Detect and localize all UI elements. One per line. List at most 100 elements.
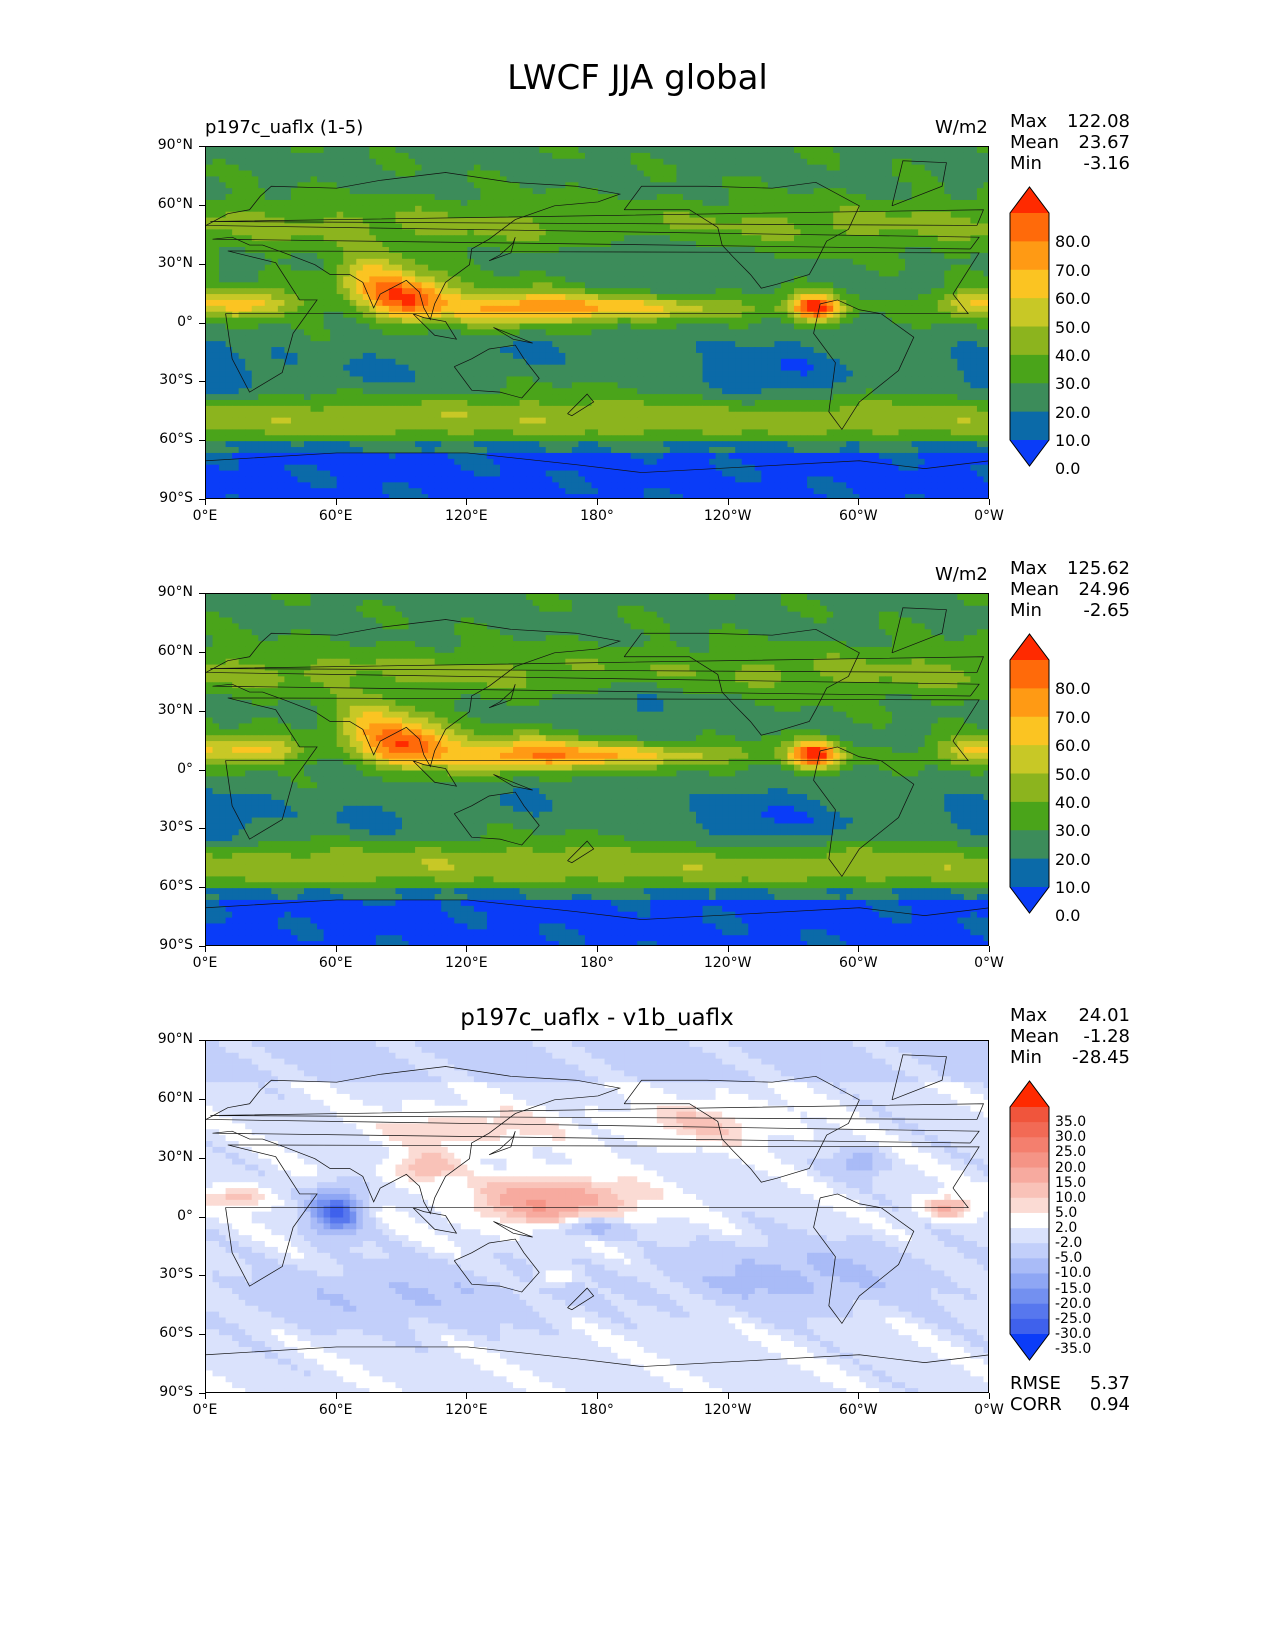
coastline (488, 237, 516, 262)
coastline (412, 760, 458, 787)
colorbar-segment (1010, 269, 1049, 299)
colorbar-segment (1010, 858, 1049, 888)
coastline (206, 452, 988, 473)
stat-max-value: 125.62 (1050, 558, 1130, 579)
metric-corr-label: CORR (1010, 1394, 1062, 1415)
y-tick-mark (199, 322, 205, 324)
colorbar-segment (1010, 1212, 1049, 1229)
colorbar-tick-label: 40.0 (1055, 793, 1091, 812)
colorbar-tick-label: 60.0 (1055, 289, 1091, 308)
stat-mean-label: Mean (1010, 1026, 1059, 1047)
x-tick-mark (597, 499, 598, 505)
colorbar-outline (1009, 1080, 1050, 1361)
coastline (623, 1075, 860, 1183)
x-tick-label: 0°W (949, 508, 1029, 524)
colorbar-segment (1010, 1167, 1049, 1184)
x-tick-mark (727, 1393, 729, 1399)
coastline (891, 160, 947, 207)
colorbar-segment (1010, 1243, 1049, 1259)
coastline (206, 1346, 988, 1367)
x-tick-mark (989, 946, 990, 952)
x-tick-label: 0°E (165, 1402, 245, 1418)
colorbar-tick-label: -2.0 (1055, 1235, 1082, 1251)
y-tick-mark (199, 946, 205, 947)
coastline (623, 181, 860, 289)
y-tick-mark (199, 1334, 205, 1336)
metric-rmse-label: RMSE (1010, 1373, 1061, 1394)
colorbar-tick-label: 2.0 (1055, 1220, 1077, 1236)
colorbar-tick-label: 70.0 (1055, 261, 1091, 280)
colorbar-segment (1010, 1258, 1049, 1274)
panel-title-left: p197c_uaflx (1-5) (205, 117, 363, 138)
stat-mean-value: 23.67 (1050, 132, 1130, 153)
y-tick-label: 0° (133, 761, 193, 777)
panel-title-center: p197c_uaflx - v1b_uaflx (187, 1005, 1007, 1031)
y-tick-label: 30°S (133, 819, 193, 835)
colorbar-segment (1010, 326, 1049, 356)
colorbar-tick-label: 70.0 (1055, 708, 1091, 727)
figure-title: LWCF JJA global (0, 58, 1275, 98)
stat-min-label: Min (1010, 1047, 1042, 1068)
x-tick-label: 60°E (296, 508, 376, 524)
colorbar-extend-top (1010, 187, 1049, 213)
y-tick-mark (199, 1098, 205, 1100)
coastline (453, 791, 540, 846)
colorbar-tick-label: 60.0 (1055, 736, 1091, 755)
colorbar-segment (1010, 1137, 1049, 1153)
colorbar-outline (1009, 186, 1050, 467)
units-label: W/m2 (935, 564, 988, 585)
colorbar-tick-label: -30.0 (1055, 1326, 1091, 1342)
colorbar-segment (1010, 354, 1049, 384)
coastline (493, 327, 533, 344)
y-tick-label: 90°S (133, 1384, 193, 1400)
stat-mean-value: -1.28 (1050, 1026, 1130, 1047)
x-tick-mark (989, 1393, 990, 1399)
stat-min-value: -3.16 (1050, 153, 1130, 174)
colorbar-segment (1010, 1197, 1049, 1214)
coastline (453, 344, 540, 399)
y-tick-label: 60°S (133, 431, 193, 447)
y-tick-mark (199, 1157, 205, 1159)
y-tick-mark (199, 499, 205, 500)
coastline (412, 313, 458, 340)
x-tick-label: 120°E (426, 508, 506, 524)
stat-min-value: -28.45 (1050, 1047, 1130, 1068)
x-tick-label: 120°E (426, 1402, 506, 1418)
x-tick-mark (335, 499, 337, 505)
colorbar-segment (1010, 1303, 1049, 1320)
colorbar-tick-label: -5.0 (1055, 1250, 1082, 1266)
coastline (453, 1238, 540, 1293)
y-tick-label: 0° (133, 1208, 193, 1224)
y-tick-mark (199, 1040, 205, 1041)
x-tick-label: 60°W (818, 955, 898, 971)
colorbar-segment (1010, 1122, 1049, 1138)
y-tick-mark (199, 440, 205, 442)
coastline (567, 1287, 595, 1311)
coastline (488, 684, 516, 709)
colorbar-segment (1010, 716, 1049, 746)
y-tick-mark (199, 769, 205, 771)
colorbar-segment (1010, 660, 1049, 689)
metric-corr-value: 0.94 (1050, 1394, 1130, 1415)
stat-min-label: Min (1010, 153, 1042, 174)
colorbar-tick-label: 30.0 (1055, 1129, 1086, 1145)
y-tick-label: 60°S (133, 1325, 193, 1341)
colorbar-tick-label: 10.0 (1055, 1190, 1086, 1206)
x-tick-label: 120°E (426, 955, 506, 971)
y-tick-label: 60°N (133, 1090, 193, 1106)
coastline (493, 774, 533, 791)
y-tick-mark (199, 204, 205, 206)
colorbar-tick-label: -25.0 (1055, 1311, 1091, 1327)
coastline (567, 393, 595, 417)
y-tick-mark (199, 146, 205, 147)
y-tick-label: 30°S (133, 1266, 193, 1282)
colorbar-segment (1010, 1288, 1049, 1305)
colorbar-tick-label: 40.0 (1055, 346, 1091, 365)
colorbar-extend-bottom (1010, 1334, 1049, 1360)
x-tick-mark (727, 499, 729, 505)
y-tick-label: 60°N (133, 643, 193, 659)
x-tick-mark (466, 499, 468, 505)
colorbar-segment (1010, 1273, 1049, 1290)
x-tick-mark (858, 1393, 860, 1399)
x-tick-label: 180° (557, 955, 637, 971)
